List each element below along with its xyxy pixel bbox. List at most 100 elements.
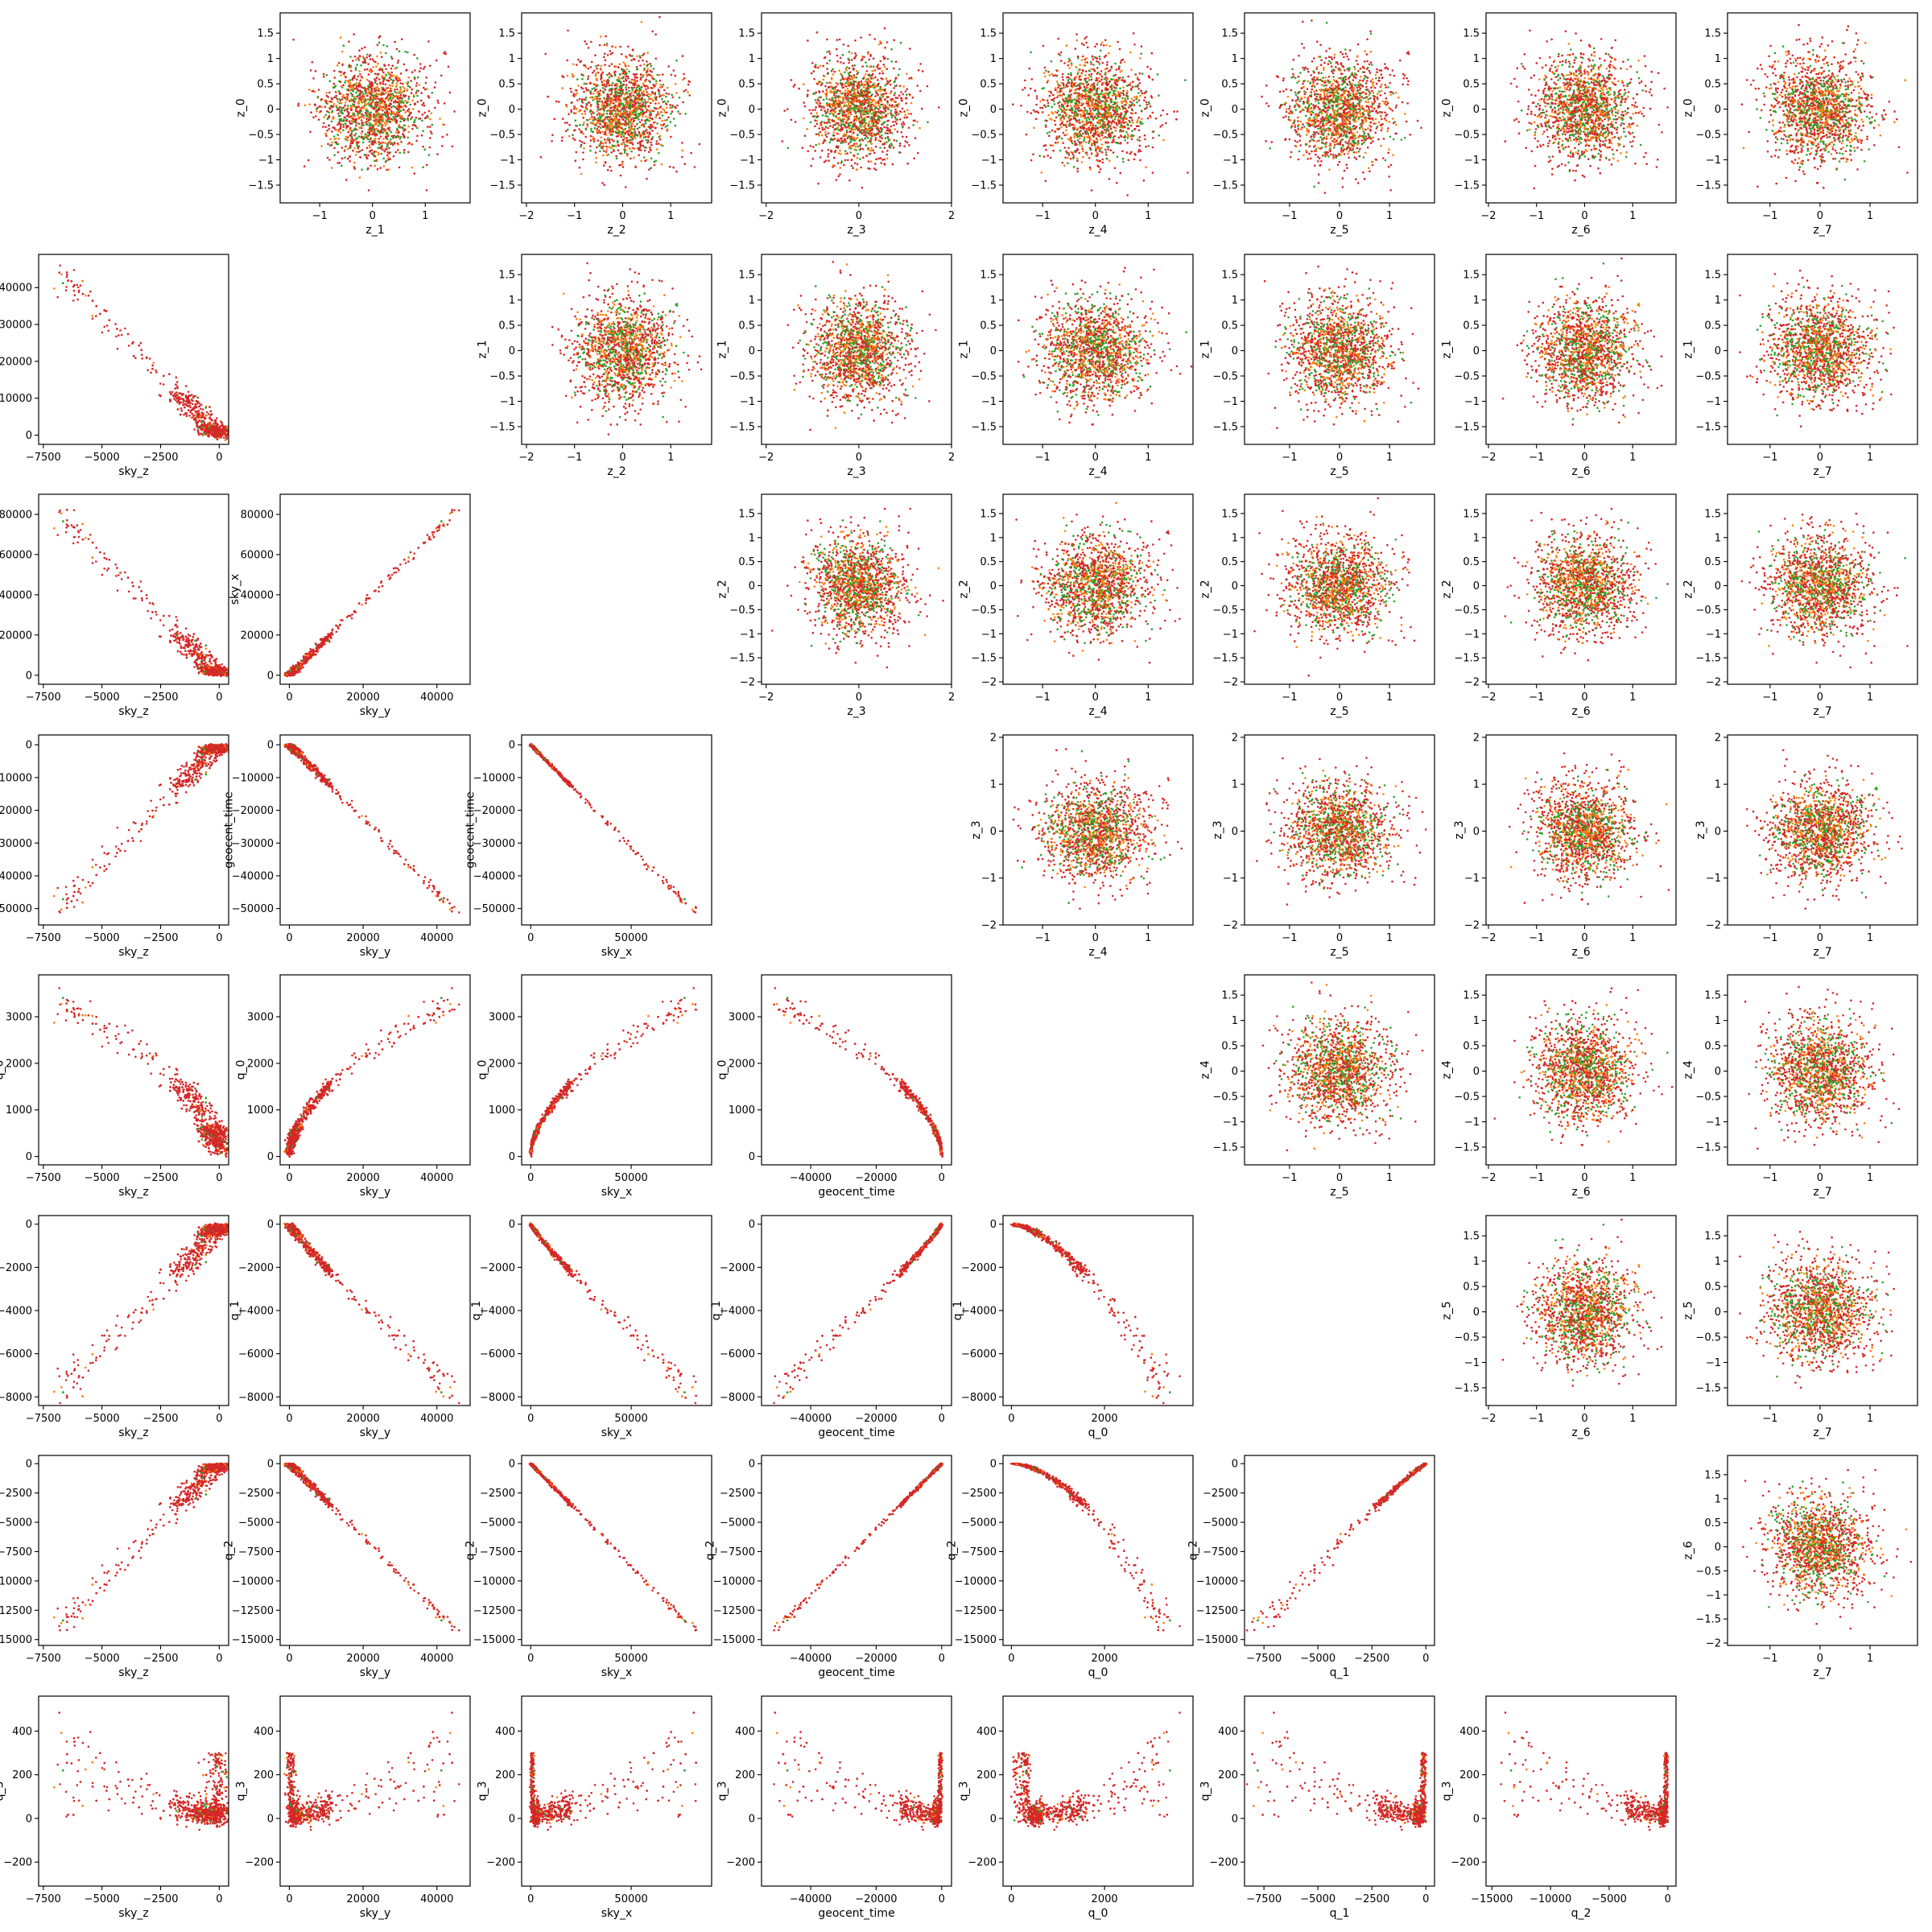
scatter-point (853, 76, 856, 79)
scatter-point (666, 93, 668, 95)
scatter-point (373, 107, 375, 109)
scatter-point (404, 51, 407, 53)
scatter-point (403, 118, 406, 121)
scatter-point (402, 86, 405, 89)
scatter-point (803, 101, 805, 104)
scatter-point (396, 136, 398, 138)
x-tick-label: 0 (619, 210, 625, 222)
scatter-point (354, 56, 357, 58)
y-tick-label: 0 (267, 104, 274, 116)
scatter-point (1024, 80, 1026, 82)
scatter-point (609, 89, 611, 92)
scatter-point (650, 93, 652, 96)
scatter-point (597, 126, 600, 128)
x-tick-label: −1 (312, 210, 328, 222)
scatter-point (418, 110, 420, 113)
scatter-point (642, 83, 645, 85)
scatter-point (895, 114, 898, 117)
scatter-point (873, 85, 876, 87)
scatter-point (650, 65, 653, 68)
scatter-point (828, 118, 830, 121)
scatter-point (679, 113, 681, 115)
scatter-point (350, 70, 353, 72)
scatter-point (339, 106, 341, 109)
scatter-point (905, 90, 907, 93)
scatter-point (389, 76, 391, 79)
scatter-point (1088, 118, 1091, 121)
scatter-point (344, 149, 346, 151)
scatter-point (893, 39, 895, 42)
scatter-point (688, 94, 691, 97)
scatter-point (400, 89, 402, 91)
scatter-point (831, 70, 833, 72)
scatter-point (853, 107, 856, 109)
scatter-point (840, 126, 843, 128)
scatter-point (876, 66, 878, 68)
scatter-point (390, 110, 393, 113)
scatter-point (638, 99, 641, 101)
scatter-point (871, 116, 873, 118)
scatter-point (643, 94, 646, 97)
scatter-point (859, 139, 861, 142)
scatter-point (640, 149, 642, 151)
scatter-point (381, 56, 383, 58)
scatter-point (856, 142, 858, 145)
scatter-point (846, 217, 848, 220)
scatter-point (1034, 110, 1037, 113)
scatter-point (873, 117, 875, 119)
scatter-point (345, 122, 347, 125)
scatter-point (395, 86, 398, 89)
scatter-point (855, 55, 857, 57)
scatter-point (624, 71, 626, 73)
scatter-point (344, 157, 346, 159)
scatter-point (646, 109, 649, 111)
scatter-point (1098, 171, 1100, 174)
scatter-point (831, 91, 833, 93)
scatter-point (1144, 138, 1146, 141)
scatter-point (377, 168, 379, 171)
scatter-point (659, 138, 662, 141)
scatter-point (849, 90, 852, 93)
scatter-point (652, 100, 654, 102)
scatter-point (835, 179, 837, 181)
scatter-point (346, 89, 349, 91)
scatter-point (1075, 66, 1078, 68)
scatter-point (856, 85, 858, 88)
scatter-point (561, 136, 564, 138)
scatter-point (836, 83, 839, 85)
scatter-point (653, 68, 655, 70)
scatter-point (352, 60, 354, 62)
scatter-point (326, 74, 328, 76)
scatter-point (865, 89, 867, 92)
scatter-point (901, 97, 903, 100)
scatter-point (348, 66, 350, 68)
scatter-point (583, 122, 585, 124)
scatter-point (835, 115, 837, 118)
scatter-point (648, 109, 650, 112)
scatter-point (340, 74, 342, 76)
scatter-point (594, 54, 597, 56)
scatter-point (403, 125, 406, 127)
scatter-point (347, 80, 349, 83)
scatter-point (340, 36, 342, 39)
scatter-point (837, 175, 840, 178)
scatter-point (589, 110, 592, 113)
scatter-point (646, 68, 649, 70)
scatter-point (646, 178, 648, 180)
scatter-point (1135, 98, 1137, 101)
scatter-point (829, 113, 832, 115)
scatter-point (842, 101, 844, 104)
scatter-point (388, 105, 390, 107)
scatter-point (365, 156, 368, 159)
scatter-point (647, 139, 650, 142)
scatter-point (849, 141, 852, 143)
scatter-point (651, 91, 654, 93)
scatter-point (589, 150, 592, 152)
scatter-point (648, 151, 650, 154)
scatter-point (349, 79, 352, 81)
scatter-point (654, 34, 657, 36)
scatter-point (906, 88, 908, 90)
scatter-point (1122, 158, 1125, 160)
scatter-point (869, 75, 871, 77)
scatter-point (847, 76, 849, 79)
